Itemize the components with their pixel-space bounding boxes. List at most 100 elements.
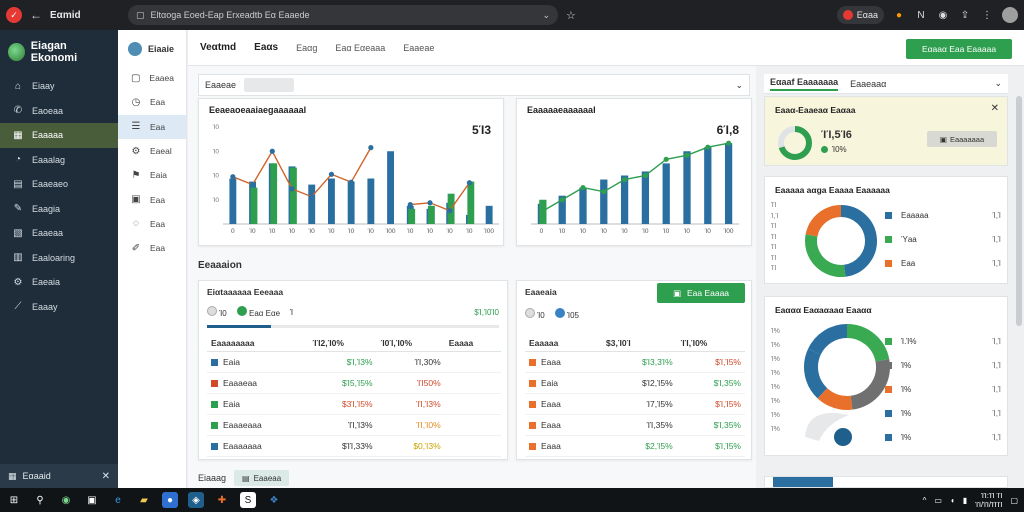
bar[interactable]	[408, 208, 416, 224]
legend-item[interactable]: Ί% Ί,Ί	[885, 425, 1001, 449]
subnav-item[interactable]: ☰ Eaa	[118, 114, 186, 139]
bar[interactable]	[347, 181, 355, 224]
sidebar-item[interactable]: ▤ Eaaeaeo	[0, 172, 118, 197]
donut-slice[interactable]	[850, 358, 890, 410]
add-button[interactable]: ▣ Eaa Eaaaa	[657, 283, 745, 303]
filter-chip[interactable]	[244, 78, 295, 92]
donut-slice[interactable]	[808, 324, 848, 356]
sidebar-item[interactable]: ⌂ Eiaay	[0, 74, 118, 99]
primary-action-button[interactable]: Eαaaα Eaa Eaaaaa	[906, 39, 1012, 59]
legend-item[interactable]: Ύaa Ί,Ί	[885, 227, 1001, 251]
table-tab[interactable]: Eiαtaaaaaa Eeeaaa	[207, 287, 284, 297]
donut-slice[interactable]	[804, 348, 828, 399]
column-header[interactable]: Ί0Ί,Ί0%	[376, 335, 445, 352]
chevron-down-icon[interactable]: ⌄	[994, 78, 1002, 88]
table-row[interactable]: Eaaaeaaa ΊΊ,Ί3% ΊΊ,Ί0%	[207, 414, 501, 436]
bar[interactable]	[485, 205, 493, 224]
bar[interactable]	[250, 187, 258, 224]
sidebar-item[interactable]: ✎ Eaagia	[0, 197, 118, 222]
share-icon[interactable]: ⇪	[960, 9, 970, 21]
bar[interactable]	[600, 179, 608, 224]
table-row[interactable]: Eaaa Ί7,Ί5% $Ί,Ί5%	[525, 393, 745, 415]
table-row[interactable]: Eaia $3Ί,Ί5% ΊΊ,Ί3%	[207, 393, 501, 415]
app-logo-icon[interactable]: ✓	[6, 7, 22, 23]
line-point[interactable]	[663, 156, 669, 162]
legend-item[interactable]: Eaa Ί,Ί	[885, 251, 1001, 275]
app-blue-icon[interactable]: ●	[162, 492, 178, 508]
line-point[interactable]	[348, 179, 354, 185]
bar[interactable]	[308, 184, 316, 224]
line-point[interactable]	[538, 209, 544, 215]
bottom-chip[interactable]: ▤ Eaaeaa	[234, 470, 290, 486]
line-point[interactable]	[407, 202, 413, 208]
line-point[interactable]	[269, 148, 275, 154]
sidebar-item[interactable]: ▧ Eaaeaa	[0, 221, 118, 246]
main-tab[interactable]: Eaα Eαeaaa	[335, 42, 386, 53]
column-header[interactable]: ΊΊ2,Ί0%	[308, 335, 377, 352]
address-bar[interactable]: ▢ Eltαoga Eoed-Eap Erxeadtb Eα Eaaede ⌄	[128, 5, 558, 25]
bar[interactable]	[327, 178, 335, 224]
legend-item[interactable]: Ί% Ί,Ί	[885, 353, 1001, 377]
column-header[interactable]: ΊΊ,Ί0%	[676, 335, 745, 352]
folder-icon[interactable]: ▰	[140, 494, 148, 506]
app-shield-icon[interactable]: ◈	[188, 492, 204, 508]
subnav-item[interactable]: ▢ Eaaea	[118, 66, 186, 90]
bar[interactable]	[289, 167, 297, 224]
sidebar-item[interactable]: ⟋ Eaaay	[0, 295, 118, 320]
url-text[interactable]: Eltαoga Eoed-Eap Erxeadtb Eα Eaaede	[150, 10, 310, 20]
legend-item[interactable]: Eaaaaa Ί,Ί	[885, 203, 1001, 227]
bar[interactable]	[724, 143, 733, 224]
extension-orange-icon[interactable]: ●	[895, 9, 903, 21]
browser-icon[interactable]: e	[115, 494, 121, 506]
column-header[interactable]: $3,Ί0Ί	[602, 335, 677, 352]
search-icon[interactable]: ⚲	[36, 494, 44, 506]
line-point[interactable]	[368, 145, 374, 151]
donut-slice[interactable]	[817, 387, 853, 410]
sidebar-item[interactable]: ▦ Eaaaaa	[0, 123, 118, 148]
filter-option[interactable]: Ί0	[207, 306, 227, 318]
main-tab[interactable]: Veαtmd	[200, 42, 237, 53]
sidebar-item[interactable]: ◔ Eaaalag	[0, 148, 118, 173]
column-header[interactable]: Eaaaa	[444, 335, 501, 352]
table-row[interactable]: Eaaa ΊΊ,35% $Ί,35%	[525, 414, 745, 436]
app-puzzle-icon[interactable]: ✚	[217, 494, 227, 506]
scrollbar[interactable]	[1016, 96, 1022, 326]
battery-icon[interactable]: ▮	[962, 495, 968, 505]
filter-option[interactable]: Ί05	[554, 308, 579, 320]
menu-icon[interactable]: ⋮	[982, 9, 992, 21]
line-point[interactable]	[705, 144, 711, 150]
line-point[interactable]	[601, 189, 607, 195]
bar[interactable]	[558, 195, 566, 224]
donut-slice[interactable]	[805, 205, 842, 237]
line-point[interactable]	[559, 197, 565, 203]
sidebar-item[interactable]: ▥ Eaaloaring	[0, 246, 118, 271]
volume-icon[interactable]: ◖	[949, 495, 955, 505]
line-point[interactable]	[466, 180, 473, 186]
bar[interactable]	[662, 163, 670, 224]
avatar[interactable]	[1002, 7, 1018, 23]
subnav-item[interactable]: ⚑ Eaia	[118, 163, 186, 187]
line-point[interactable]	[726, 140, 732, 146]
column-header[interactable]: Eaaaaa	[525, 335, 602, 352]
bar[interactable]	[270, 163, 278, 224]
legend-item[interactable]: Ί% Ί,Ί	[885, 377, 1001, 401]
table-row[interactable]: Eaaaaaaa $ΊΊ,33% $0,Ί3%	[207, 435, 501, 457]
app-s-icon[interactable]: S	[240, 492, 256, 508]
donut-slice[interactable]	[805, 234, 846, 277]
bar[interactable]	[427, 205, 435, 224]
network-icon[interactable]: ▭	[934, 495, 942, 505]
line-point[interactable]	[684, 152, 690, 158]
subnav-item[interactable]: ▣ Eaa	[118, 187, 186, 211]
clock[interactable]: ΊΊ:ΊΊ ΊΊ ΊΊ/ΊΊ/ΊΊΊΊ	[975, 491, 1002, 509]
legend-item[interactable]: Ί% Ί,Ί	[885, 401, 1001, 425]
line-point[interactable]	[447, 208, 453, 214]
line-point[interactable]	[642, 172, 648, 179]
kpi-button[interactable]: ▣ Eaaaaaaa	[927, 131, 997, 147]
main-tab[interactable]: Eaαg	[296, 42, 318, 53]
sidebar-item[interactable]: ⚙ Eaeaia	[0, 270, 118, 295]
bar[interactable]	[467, 181, 475, 224]
line-point[interactable]	[230, 174, 236, 180]
star-icon[interactable]: ☆	[566, 9, 576, 22]
notification-icon[interactable]: ▢	[1010, 495, 1018, 505]
column-header[interactable]: Eaaaaaaaa	[207, 335, 309, 352]
